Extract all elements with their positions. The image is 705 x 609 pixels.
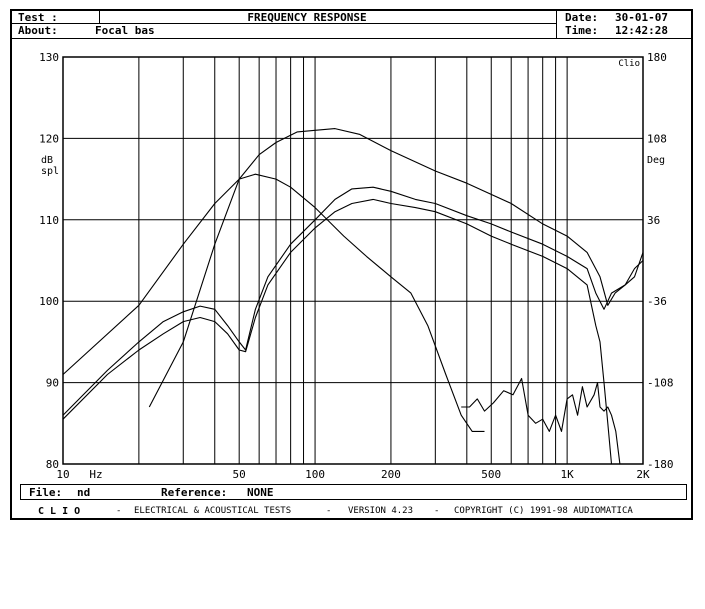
header: Test : About: Focal bas FREQUENCY RESPON… [12,11,691,39]
header-bottom-rule [12,38,691,39]
date-value: 30-01-07 [615,11,668,24]
file-bar: File: nd Reference: NONE [20,484,687,500]
y-tick-label: 80 [46,458,59,471]
y-tick-label: 90 [46,377,59,390]
y2-axis-label: Deg [647,155,665,166]
series-line-3 [62,198,613,465]
y-axis-label: dB [41,155,53,166]
x-unit-label: Hz [89,468,102,481]
about-value: Focal bas [95,24,155,37]
about-label: About: [18,24,58,37]
series-line-2 [148,128,644,408]
test-label: Test : [18,11,58,24]
x-tick-label: 50 [233,468,246,481]
chart-grid [62,56,644,465]
chart-title: FREQUENCY RESPONSE [247,11,367,24]
footer-dash: - [326,506,332,516]
date-label: Date: [565,11,599,24]
x-tick-label: 1K [560,468,574,481]
file-label: File: [29,486,63,499]
reference-value: NONE [247,486,274,499]
file-value: nd [77,486,91,499]
y2-tick-label: -108 [647,377,674,390]
y-tick-label: 110 [39,214,59,227]
x-tick-label: 200 [381,468,401,481]
footer-description: ELECTRICAL & ACOUSTICAL TESTS [134,506,292,516]
footer-copyright: COPYRIGHT (C) 1991-98 AUDIOMATICA [454,506,633,516]
header-divider [99,11,100,24]
y2-tick-label: -180 [647,458,674,471]
footer-version: VERSION 4.23 [348,506,414,516]
x-tick-label: 2K [636,468,650,481]
y-tick-label: 130 [39,51,59,64]
y2-tick-label: 36 [647,214,660,227]
footer-brand: C L I O [38,506,81,517]
frequency-response-chart: 80 90 100 110 120 130 -180 -108 -36 36 108 180 10 50 1… [39,51,673,481]
footer-dash: - [116,506,122,516]
y2-tick-label: -36 [647,295,667,308]
chart-labels: 80 90 100 110 120 130 -180 -108 -36 36 108 180 10 50 1… [39,51,673,481]
series-line-4 [62,186,644,416]
x-tick-label: 100 [305,468,325,481]
x-tick-label: 10 [56,468,69,481]
x-tick-label: 500 [481,468,501,481]
footer-dash: - [434,506,440,516]
series-line-1 [62,173,485,432]
y2-tick-label: 180 [647,51,667,64]
header-row-divider [12,23,556,24]
corner-label: Clio [618,59,640,69]
chart-series [62,128,644,465]
reference-label: Reference: [161,486,228,499]
y2-tick-label: 108 [647,132,667,145]
y-axis-label: spl [41,166,59,177]
header-divider [556,11,557,39]
window-frame [10,9,693,520]
time-label: Time: [565,24,599,37]
time-value: 12:42:28 [615,24,668,37]
footer: C L I O - ELECTRICAL & ACOUSTICAL TESTS … [12,505,691,518]
y-tick-label: 100 [39,295,59,308]
y-tick-label: 120 [39,132,59,145]
series-line-5 [461,377,621,465]
